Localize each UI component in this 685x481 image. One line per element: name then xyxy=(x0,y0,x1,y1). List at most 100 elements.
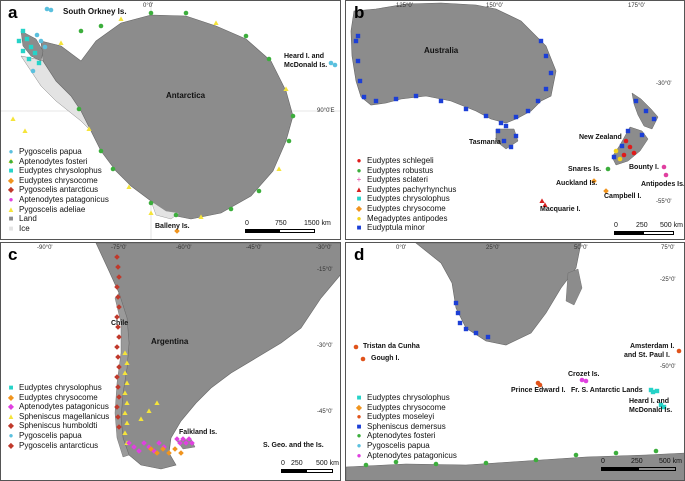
scale-c-0: 0 xyxy=(281,460,285,467)
scale-b-0: 0 xyxy=(614,222,618,229)
legend-item: ● Aptenodytes fosteri xyxy=(6,157,109,167)
place-snares: Snares Is. xyxy=(568,166,602,173)
legend-marker-icon: ● xyxy=(356,213,362,223)
place-new-zealand: New Zealand xyxy=(579,134,622,141)
colony-marker xyxy=(78,28,84,34)
colony-marker xyxy=(361,94,367,100)
place-heard-2: McDonald Is. xyxy=(284,62,328,69)
legend-marker-icon: ● xyxy=(356,156,362,165)
tick-b-1: 125°0' xyxy=(396,3,413,9)
place-prince-edward: Prince Edward I. xyxy=(511,387,566,394)
colony-marker xyxy=(355,58,361,64)
legend-item: ■ Spheniscus demersus xyxy=(354,422,457,432)
legend-label: Pygoscelis papua xyxy=(367,440,430,450)
colony-marker xyxy=(110,166,116,172)
legend-label: Eudyptes chrysocome xyxy=(19,392,98,402)
legend-marker-icon: ● xyxy=(356,165,362,175)
colony-marker xyxy=(463,106,469,112)
colony-marker xyxy=(122,370,128,375)
colony-marker xyxy=(122,390,128,395)
colony-marker xyxy=(457,320,463,326)
colony-marker xyxy=(122,430,128,435)
southern-africa-map xyxy=(346,243,684,480)
colony-marker xyxy=(539,198,545,203)
legend-label: Spheniscus humboldti xyxy=(19,421,98,431)
australia-nz-map xyxy=(350,2,669,207)
legend-marker-icon: ▲ xyxy=(355,184,363,194)
legend-item: ● Pygoscelis papua xyxy=(354,441,457,451)
colony-marker xyxy=(126,184,132,189)
colony-marker xyxy=(20,48,26,54)
colony-marker xyxy=(639,132,645,138)
antarctica-map xyxy=(1,1,340,239)
colony-marker xyxy=(508,144,514,150)
colony-marker xyxy=(363,462,369,468)
panel-c-south-america: c -90°0' -75°0' -60°0' -45°0' -30°0' -15… xyxy=(0,242,341,481)
colony-marker xyxy=(86,126,92,131)
colony-marker xyxy=(115,324,121,330)
colony-marker xyxy=(513,114,519,120)
legend-marker-icon: ▲ xyxy=(7,411,15,421)
colony-marker xyxy=(98,23,104,29)
panel-a-label: a xyxy=(8,3,18,22)
colony-marker xyxy=(266,56,272,62)
colony-marker xyxy=(10,116,16,121)
colony-marker xyxy=(256,188,262,194)
colony-marker xyxy=(501,138,507,144)
legend-label: Eudyptes chrysolophus xyxy=(19,166,102,176)
panel-b-australia-nz: b 125°0' 150°0' 175°0' -30°0' -55°0' Aus… xyxy=(345,0,685,240)
place-campbell: Campbell I. xyxy=(604,193,642,200)
place-auckland: Auckland Is. xyxy=(556,180,598,187)
colony-marker xyxy=(438,98,444,104)
place-heard-d-1: Heard I. and xyxy=(629,398,670,405)
tick-b-3: 175°0' xyxy=(628,3,645,9)
south-america-map xyxy=(95,243,340,470)
tick-d-1: 0°0' xyxy=(396,245,407,251)
colony-marker xyxy=(124,420,130,425)
colony-marker xyxy=(393,459,399,465)
legend-item: ■ Land xyxy=(6,214,109,224)
colony-marker xyxy=(613,450,619,456)
tick-b-r1: -30°0' xyxy=(656,81,672,87)
legend-item: ◆ Eudyptes chrysocome xyxy=(6,393,109,403)
scale-c-1: 250 xyxy=(291,460,303,467)
tick-d-2: 25°0' xyxy=(486,245,500,251)
colony-marker xyxy=(485,334,491,340)
colony-marker xyxy=(154,400,160,405)
colony-marker xyxy=(183,10,189,16)
tick-b-r2: -55°0' xyxy=(656,199,672,205)
colony-marker xyxy=(625,128,631,134)
colony-marker xyxy=(473,330,479,336)
colony-marker xyxy=(661,164,667,170)
colony-marker xyxy=(114,254,120,260)
colony-marker xyxy=(373,98,379,104)
australia-land xyxy=(350,2,557,124)
legend-item: ■ Eudyptes chrysolophus xyxy=(354,393,457,403)
legend-marker-icon: ◆ xyxy=(7,421,15,431)
colony-marker xyxy=(122,350,128,355)
tick-a-right: 90°0'E xyxy=(317,108,335,114)
legend-label: Eudyptes chrysocome xyxy=(19,175,98,185)
colony-marker xyxy=(141,440,147,446)
colony-marker xyxy=(114,374,120,380)
colony-marker xyxy=(513,133,519,139)
colony-marker xyxy=(26,56,32,62)
legend-label: Aptenodytes patagonicus xyxy=(19,194,109,204)
legend-item: ◆ Eudyptes chrysocome xyxy=(6,176,109,186)
colony-marker xyxy=(48,7,54,13)
legend-label: Eudyptes chrysolophus xyxy=(19,383,102,392)
legend-label: Eudyptes sclateri xyxy=(367,175,428,185)
colony-marker xyxy=(623,138,629,144)
colony-marker xyxy=(583,378,589,384)
colony-marker xyxy=(631,150,637,156)
legend-label: Pygoscelis antarcticus xyxy=(19,440,99,450)
colony-marker xyxy=(114,344,120,350)
colony-marker xyxy=(115,384,121,390)
colony-marker xyxy=(537,382,543,388)
place-tasmania: Tasmania xyxy=(469,139,501,146)
colony-marker xyxy=(115,264,121,270)
tick-c-1: -90°0' xyxy=(37,245,53,251)
colony-marker xyxy=(148,446,154,452)
tick-c-r1: -15°0' xyxy=(317,267,333,273)
colony-marker xyxy=(548,70,554,76)
